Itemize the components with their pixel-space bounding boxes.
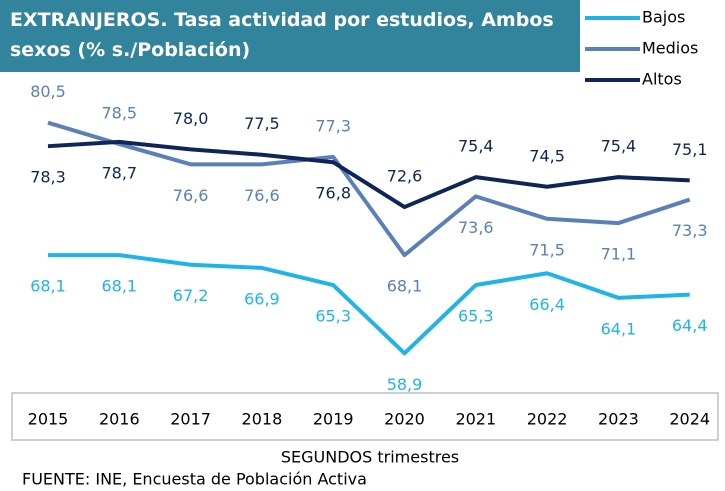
data-label: 71,5 [529, 240, 565, 259]
series-line [48, 253, 690, 356]
data-label: 75,4 [458, 137, 494, 156]
data-label: 67,2 [173, 286, 209, 305]
data-label: 65,3 [458, 307, 494, 326]
data-label: 80,5 [30, 82, 66, 101]
x-tick-label: 2019 [313, 410, 354, 429]
x-axis-box [11, 392, 719, 441]
data-label: 64,1 [601, 319, 637, 338]
data-label: 68,1 [101, 277, 137, 296]
data-label: 75,1 [672, 140, 708, 159]
data-label: 78,7 [101, 163, 137, 182]
x-tick-label: 2015 [28, 410, 69, 429]
data-label: 72,6 [387, 167, 423, 186]
data-label: 75,4 [601, 137, 637, 156]
data-label: 78,5 [101, 104, 137, 123]
x-tick-label: 2023 [598, 410, 639, 429]
x-axis-title: SEGUNDOS trimestres [281, 448, 459, 467]
data-label: 68,1 [387, 277, 423, 296]
data-label: 76,8 [315, 184, 351, 203]
data-label: 74,5 [529, 146, 565, 165]
legend-label: Medios [642, 39, 698, 58]
series-line [47, 120, 691, 258]
data-label: 71,1 [601, 245, 637, 264]
data-label: 73,3 [672, 221, 708, 240]
chart-title: EXTRANJEROS. Tasa actividad por estudios… [0, 0, 580, 72]
x-tick-label: 2021 [455, 410, 496, 429]
x-tick-label: 2024 [669, 410, 710, 429]
data-label: 66,4 [529, 295, 565, 314]
data-label: 76,6 [244, 186, 280, 205]
x-tick-label: 2017 [170, 410, 211, 429]
data-label: 73,6 [458, 218, 494, 237]
data-label: 76,6 [173, 186, 209, 205]
source: FUENTE: INE, Encuesta de Población Activ… [22, 470, 367, 489]
data-label: 78,0 [173, 109, 209, 128]
data-label: 66,9 [244, 289, 280, 308]
data-label: 78,3 [30, 168, 66, 187]
data-label: 64,4 [672, 316, 708, 335]
x-tick-label: 2022 [527, 410, 568, 429]
legend-label: Bajos [642, 8, 685, 27]
data-label: 65,3 [315, 307, 351, 326]
data-label: 77,3 [315, 116, 351, 135]
data-label: 77,5 [244, 114, 280, 133]
series-line [47, 139, 690, 210]
data-label: 68,1 [30, 277, 66, 296]
legend-label: Altos [642, 70, 682, 89]
data-label: 58,9 [387, 375, 423, 394]
x-tick-label: 2018 [242, 410, 283, 429]
x-tick-label: 2016 [99, 410, 140, 429]
x-tick-label: 2020 [384, 410, 425, 429]
